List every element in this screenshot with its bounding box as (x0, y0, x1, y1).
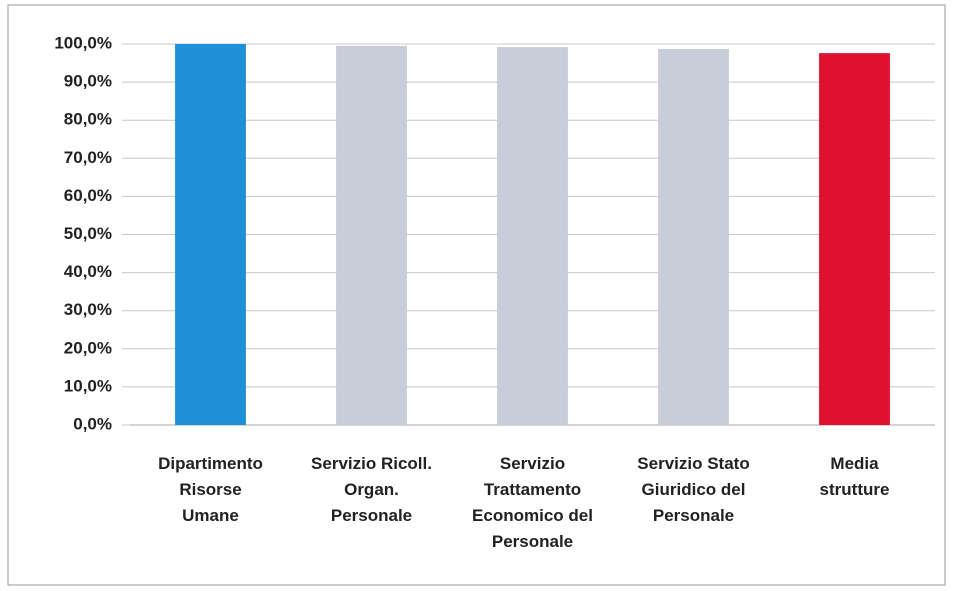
y-tick-label: 30,0% (64, 300, 112, 319)
y-tick-label: 0,0% (73, 414, 112, 433)
x-tick-line: Servizio Ricoll. (311, 454, 432, 473)
bar (658, 48, 729, 425)
x-tick-line: Servizio (500, 454, 565, 473)
x-tick-line: Personale (331, 506, 412, 525)
x-tick-line: Giuridico del (642, 480, 746, 499)
y-tick-label: 90,0% (64, 72, 112, 91)
y-tick-label: 20,0% (64, 338, 112, 357)
y-tick-label: 60,0% (64, 186, 112, 205)
bar (497, 47, 568, 425)
x-tick-line: Servizio Stato (637, 454, 749, 473)
x-tick-line: Trattamento (484, 480, 581, 499)
x-tick-line: Personale (653, 506, 734, 525)
bar (175, 44, 246, 425)
bar (819, 53, 890, 425)
y-tick-label: 70,0% (64, 148, 112, 167)
x-tick-line: Dipartimento (158, 454, 263, 473)
x-tick-label: Servizio Ricoll. Organ. Personale (311, 454, 432, 525)
chart-frame (7, 4, 946, 586)
x-tick-line: strutture (820, 480, 890, 499)
x-tick-line: Umane (182, 506, 239, 525)
x-tick-label: Dipartimento Risorse Umane (158, 454, 263, 525)
y-tick-label: 40,0% (64, 262, 112, 281)
y-tick-label: 10,0% (64, 376, 112, 395)
x-tick-line: Organ. (344, 480, 399, 499)
x-tick-line: Risorse (179, 480, 241, 499)
x-tick-label: Servizio Stato Giuridico del Personale (637, 454, 749, 525)
y-tick-label: 100,0% (54, 33, 112, 52)
bar (336, 45, 407, 425)
x-tick-label: Media strutture (820, 454, 890, 499)
y-tick-label: 50,0% (64, 224, 112, 243)
y-tick-label: 80,0% (64, 110, 112, 129)
x-tick-line: Economico del (472, 506, 593, 525)
x-tick-line: Media (830, 454, 879, 473)
x-tick-line: Personale (492, 532, 573, 551)
x-tick-label: Servizio Trattamento Economico del Personal… (472, 454, 593, 551)
